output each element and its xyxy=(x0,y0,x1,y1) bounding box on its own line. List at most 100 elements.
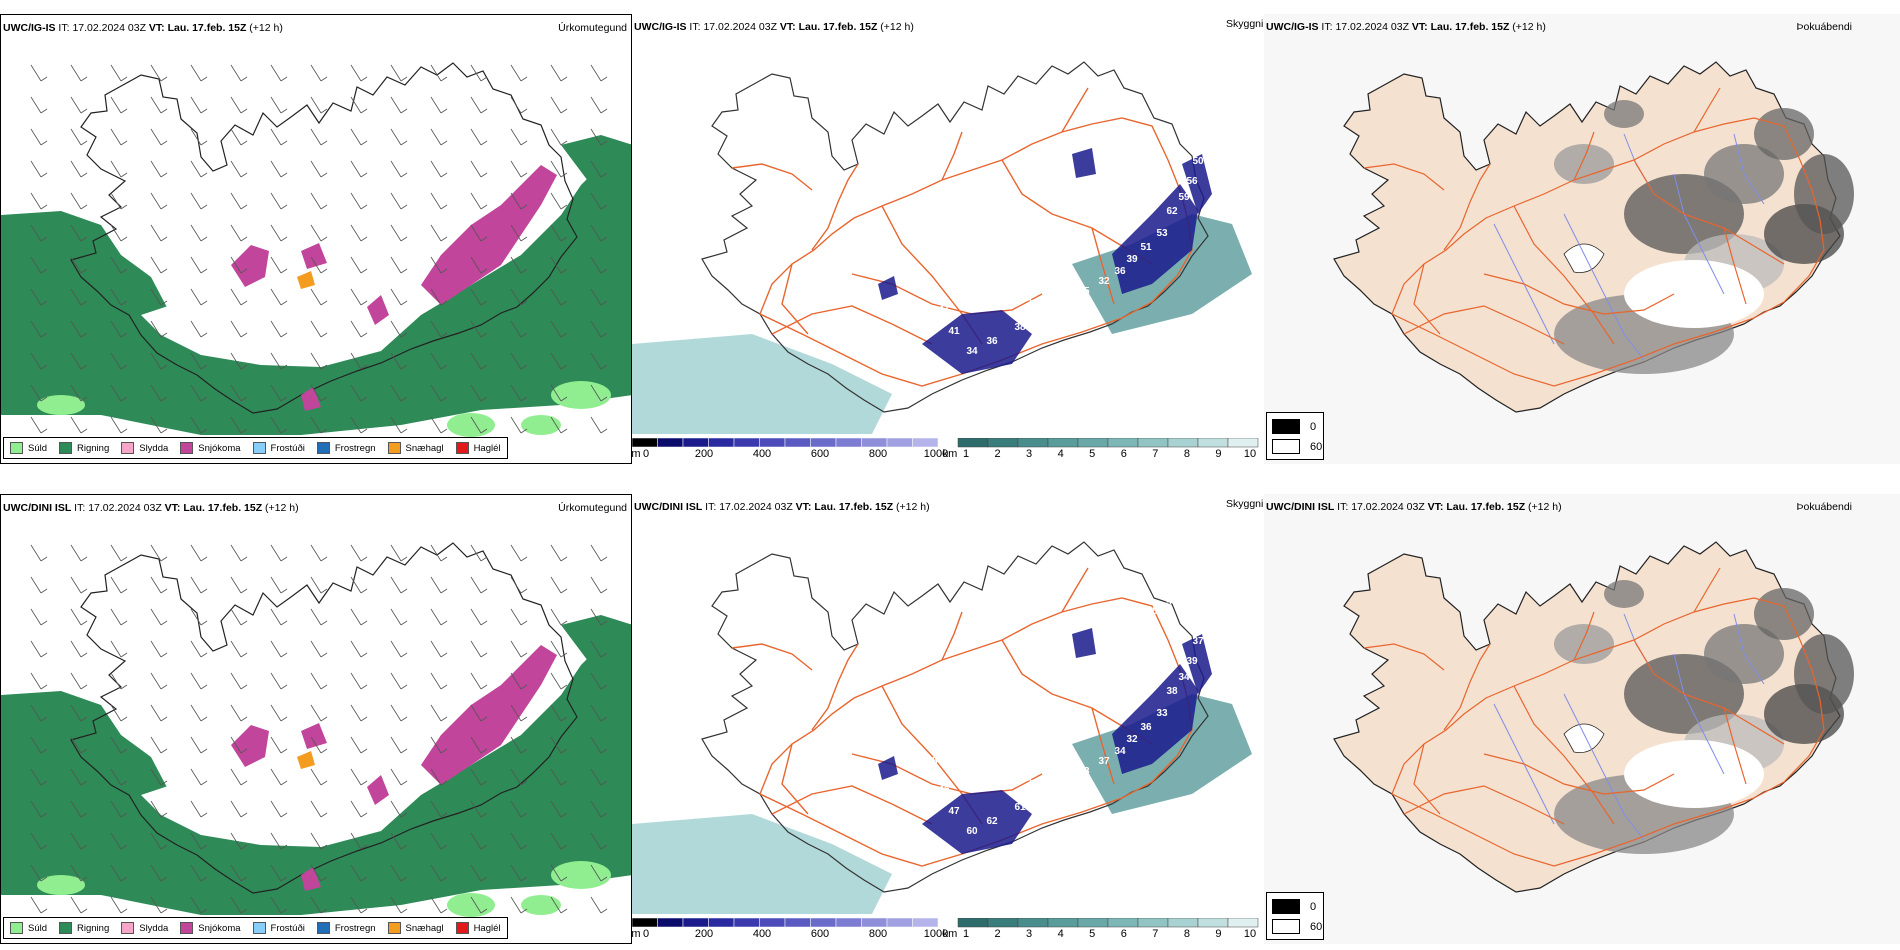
wind-barb xyxy=(510,576,528,594)
cloud-base-value: 62 xyxy=(986,816,998,827)
wind-barb xyxy=(150,640,168,658)
road xyxy=(1413,743,1441,815)
wind-barb xyxy=(350,416,368,434)
legend-swatch xyxy=(180,442,194,454)
wind-barb xyxy=(350,64,368,82)
wind-barb xyxy=(350,544,368,562)
cloud-base-value: 37 xyxy=(1098,756,1110,767)
wind-barb xyxy=(590,832,608,850)
snow-area xyxy=(231,245,269,287)
panel-title-fog: Þokuábendi xyxy=(1796,21,1852,33)
wind-barb xyxy=(390,128,408,146)
cloud-base-value: 10 xyxy=(1066,666,1078,677)
road xyxy=(1443,643,1491,731)
wind-barb xyxy=(30,896,48,914)
wind-barb xyxy=(30,704,48,722)
fog-scale-label: 0 xyxy=(1310,420,1317,433)
drizzle-area xyxy=(521,895,561,915)
legend-swatch xyxy=(59,442,73,454)
cloud-base-value: 37 xyxy=(1192,636,1204,647)
rain-area xyxy=(1,165,631,435)
height-tick: 600 xyxy=(810,928,830,940)
wind-barb xyxy=(70,192,88,210)
wind-barb xyxy=(390,64,408,82)
wind-barb xyxy=(30,608,48,626)
wind-barb xyxy=(30,416,48,434)
visibility-bar-cell xyxy=(1137,438,1169,448)
wind-barb xyxy=(310,800,328,818)
legend-item: Frostregn xyxy=(316,922,376,934)
fog-scale-swatch xyxy=(1272,419,1300,434)
wind-barb xyxy=(510,352,528,370)
wind-barb xyxy=(30,256,48,274)
wind-barb xyxy=(550,320,568,338)
height-tick: 200 xyxy=(694,928,714,940)
wind-barb xyxy=(270,544,288,562)
wind-barb xyxy=(470,64,488,82)
cloud-base-area xyxy=(1182,154,1212,214)
wind-barb xyxy=(550,576,568,594)
cloud-base-value: 36 xyxy=(1114,266,1126,277)
wind-barb xyxy=(350,576,368,594)
wind-barb xyxy=(550,64,568,82)
cloud-base-value: 41 xyxy=(938,304,950,315)
cloud-base-value: 56 xyxy=(1186,176,1198,187)
wind-barb xyxy=(510,288,528,306)
wind-barb xyxy=(70,96,88,114)
wind-barb xyxy=(470,544,488,562)
visibility-bar-cell xyxy=(1047,918,1079,928)
wind-barb xyxy=(390,352,408,370)
lead-time: (+12 h) xyxy=(1528,501,1562,513)
it-value: 17.02.2024 03Z xyxy=(72,22,146,34)
cloud-base-value: 50 xyxy=(1192,156,1204,167)
wind-barb xyxy=(150,800,168,818)
height-bar-cell xyxy=(835,918,862,928)
precip-legend: Súld Rigning Slydda Snjókoma Frostúði Frostre… xyxy=(3,917,508,939)
cloud-base-value: 39 xyxy=(1126,254,1138,265)
legend-label: Snjókoma xyxy=(198,442,241,454)
it-label: IT: xyxy=(58,22,70,34)
panel-header: UWC/DINI ISL IT: 17.02.2024 03Z VT: Lau.… xyxy=(3,502,299,514)
wind-barb xyxy=(190,192,208,210)
wind-barb xyxy=(350,352,368,370)
wind-barb xyxy=(30,128,48,146)
height-tick: 200 xyxy=(694,448,714,460)
fog-scale-swatch xyxy=(1272,919,1300,934)
wind-barb xyxy=(310,320,328,338)
wind-barb xyxy=(230,224,248,242)
legend-label: Frostúði xyxy=(270,442,305,454)
cloud-height-panel-row1: 64 41 41 34 36 38 38 34 35 32 36 39 51 53 62 59 56 50 90 13… xyxy=(632,14,1264,464)
cloud-base-area xyxy=(922,310,1032,374)
wind-barb xyxy=(550,608,568,626)
road xyxy=(1513,205,1615,345)
wind-barb xyxy=(230,640,248,658)
wind-barb xyxy=(150,768,168,786)
wind-barb xyxy=(270,768,288,786)
fog-area xyxy=(1604,100,1644,128)
colorbars: m 0 200 400 600 800 1000 km 1 2 3 4 5 6 7 8 9 10 xyxy=(632,438,1264,460)
lead-time: (+12 h) xyxy=(265,502,299,514)
wind-barb xyxy=(390,96,408,114)
legend-item: Frostúði xyxy=(252,922,305,934)
cloud-base-value: 32 xyxy=(1126,734,1138,745)
wind-barb xyxy=(230,192,248,210)
legend-swatch xyxy=(252,922,266,934)
height-bar-cell xyxy=(886,918,913,928)
wind-barb xyxy=(590,288,608,306)
visibility-unit: km xyxy=(942,448,958,460)
legend-label: Haglél xyxy=(473,442,501,454)
cloud-base-value: 136 xyxy=(874,246,891,257)
legend-swatch xyxy=(59,922,73,934)
legend-item: Frostúði xyxy=(252,442,305,454)
visibility-bar-cell xyxy=(1197,438,1229,448)
cloud-base-value: 32 xyxy=(1098,276,1110,287)
wind-barb xyxy=(310,864,328,882)
wind-barb xyxy=(590,896,608,914)
fog-panel-row2: UWC/DINI ISL IT: 17.02.2024 03Z VT: Lau.… xyxy=(1264,494,1900,944)
visibility-unit: km xyxy=(942,928,958,940)
fog-clear-area xyxy=(1624,260,1764,328)
cloud-base-area xyxy=(878,276,898,300)
wind-barb xyxy=(310,608,328,626)
road xyxy=(1443,163,1491,251)
height-bar-cell xyxy=(784,438,811,448)
